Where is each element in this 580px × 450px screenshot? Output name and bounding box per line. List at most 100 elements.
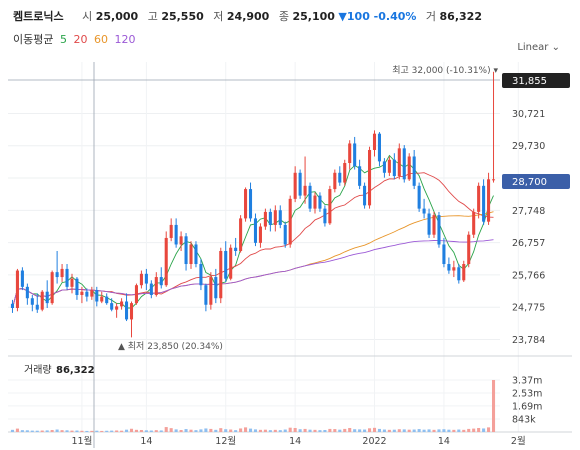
candle — [209, 277, 213, 305]
low-annotation: ▲ 최저 23,850 (20.34%) — [118, 341, 223, 352]
candle — [184, 236, 188, 265]
y-tick-label: 24,775 — [512, 303, 545, 314]
volume-bar — [491, 380, 496, 432]
x-tick-label: 14 — [140, 436, 152, 447]
volume-bar — [442, 429, 446, 432]
candle — [204, 285, 208, 305]
candle — [115, 306, 119, 310]
volume-bar — [194, 430, 198, 432]
volume-bar — [278, 430, 282, 432]
volume-bar — [134, 429, 138, 432]
volume-bar — [40, 430, 44, 432]
scale-mode-label: Linear — [517, 42, 549, 53]
volume-bar — [372, 427, 377, 432]
volume-bar — [10, 429, 15, 432]
volume-bar — [15, 428, 19, 432]
candle — [120, 301, 124, 307]
ma-120[interactable]: 120 — [114, 33, 136, 46]
candle — [452, 267, 456, 271]
y-tick-label: 30,721 — [512, 109, 545, 120]
stock-name: 켐트로닉스 — [13, 10, 64, 23]
candle — [358, 166, 362, 186]
candle — [95, 290, 99, 302]
candle — [273, 210, 277, 225]
candle — [105, 296, 109, 304]
candle — [40, 291, 44, 310]
volume-bar — [60, 430, 64, 432]
candle — [363, 185, 367, 206]
volume-bar — [105, 430, 109, 432]
volume-bar — [258, 429, 262, 432]
volume-bar — [110, 430, 114, 432]
candle — [125, 301, 129, 320]
volume-bar — [169, 428, 173, 432]
volume-bar — [189, 429, 193, 432]
candle — [159, 277, 163, 286]
candle — [482, 185, 486, 222]
volume-value: 86,322 — [439, 10, 482, 23]
volume-bar — [412, 429, 416, 432]
candle — [472, 211, 476, 235]
volume-bar — [397, 429, 401, 432]
low-value: 24,900 — [226, 10, 270, 23]
volume-bar — [308, 429, 312, 432]
candle — [90, 290, 94, 297]
ma-60[interactable]: 60 — [93, 33, 108, 46]
ma-60-line — [12, 211, 494, 309]
volume-bar — [129, 428, 134, 432]
candle — [343, 163, 347, 183]
candle — [110, 303, 114, 310]
y-tick-label: 27,748 — [512, 206, 545, 217]
volume-bar — [387, 429, 391, 432]
candle — [318, 195, 322, 209]
volume-bar — [368, 428, 372, 432]
candle — [60, 268, 64, 278]
ma-5[interactable]: 5 — [59, 33, 67, 46]
chevron-down-icon: ⌄ — [551, 42, 560, 53]
candle — [308, 185, 312, 209]
candle — [149, 283, 153, 295]
volume-bar — [219, 428, 223, 432]
volume-bar — [467, 428, 471, 432]
volume-bar — [229, 429, 233, 432]
x-tick-label: 12월 — [215, 435, 236, 447]
volume-bar — [437, 429, 441, 432]
volume-bar — [184, 429, 188, 432]
candle — [382, 161, 386, 173]
candle — [229, 247, 233, 279]
candle — [392, 159, 396, 177]
volume-bar — [149, 430, 153, 432]
candle — [348, 143, 352, 164]
candle — [139, 273, 143, 286]
open-label: 시 — [82, 10, 93, 23]
low-label: 저 — [213, 10, 224, 23]
volume-bar — [204, 428, 208, 432]
candle — [372, 133, 377, 150]
candle — [234, 247, 238, 251]
volume-bar — [179, 429, 183, 432]
candle — [35, 304, 39, 310]
volume-bar — [298, 429, 302, 432]
moving-average-legend[interactable]: 이동평균 5 20 60 120 — [13, 31, 138, 47]
candle — [402, 148, 406, 180]
candle — [258, 226, 262, 243]
candle — [179, 236, 183, 245]
candle — [417, 185, 421, 209]
volume-grid — [8, 379, 572, 433]
volume-bar — [224, 429, 228, 432]
volume-bar — [50, 429, 54, 432]
price-axis: 30,72129,73028,73927,74826,75725,76624,7… — [512, 109, 545, 346]
candle — [129, 303, 134, 320]
candle — [298, 172, 302, 196]
volume-panel-value: 86,322 — [56, 365, 95, 376]
volume-bar — [452, 429, 456, 432]
volume-bar — [358, 429, 362, 432]
crosshair-price-tag — [502, 73, 570, 88]
volume-bar — [273, 429, 277, 432]
candle — [491, 179, 496, 181]
volume-bar — [283, 429, 287, 432]
scale-mode-button[interactable]: Linear ⌄ — [517, 42, 560, 53]
ma-20[interactable]: 20 — [73, 33, 88, 46]
ma-120-line — [12, 239, 494, 309]
